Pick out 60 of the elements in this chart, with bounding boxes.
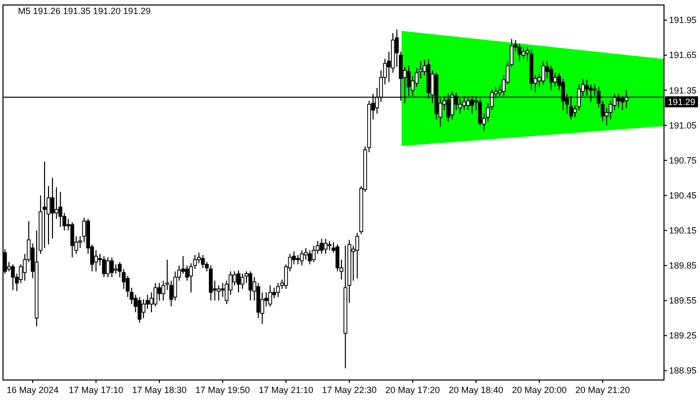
candlestick — [268, 284, 272, 307]
y-tick-label: 190.15 — [669, 225, 697, 236]
x-tick-label: 17 May 22:30 — [322, 385, 377, 395]
candlestick — [110, 256, 114, 278]
x-tick-label: 20 May 20:00 — [512, 385, 567, 395]
candlestick — [157, 282, 162, 302]
candlestick — [142, 298, 146, 319]
candlestick — [312, 245, 316, 263]
candlestick — [150, 292, 154, 313]
x-tick-label: 16 May 2024 — [6, 385, 59, 395]
y-tick-label: 190.45 — [669, 190, 697, 200]
y-tick-label: 191.35 — [669, 85, 697, 96]
candlestick — [518, 43, 522, 62]
x-tick-label: 17 May 17:10 — [68, 385, 124, 395]
candlestick — [161, 280, 166, 302]
candlestick — [208, 265, 213, 302]
candlestick — [355, 232, 360, 279]
candlestick — [328, 240, 332, 251]
candlestick — [102, 256, 106, 278]
candlestick — [549, 65, 554, 91]
candlestick — [324, 238, 328, 254]
y-tick-label: 190.75 — [669, 155, 697, 166]
candlestick — [216, 284, 221, 302]
x-tick-label: 17 May 19:50 — [195, 385, 250, 395]
candlestick — [54, 186, 58, 220]
x-tick-label: 20 May 17:20 — [385, 385, 440, 395]
candlestick — [553, 72, 558, 88]
chart-title: M5 191.26 191.35 191.20 191.29 — [18, 6, 151, 16]
candlestick — [138, 296, 142, 324]
candlestick — [106, 256, 110, 278]
y-tick-label: 191.65 — [669, 50, 697, 60]
x-tick-label: 20 May 21:20 — [575, 385, 630, 395]
candlestick — [114, 264, 118, 274]
candlestick — [240, 273, 244, 290]
candlestick — [320, 238, 324, 254]
candlestick — [308, 250, 312, 265]
y-tick-label: 189.25 — [669, 330, 697, 341]
candlestick — [300, 250, 304, 266]
candlestick — [70, 222, 74, 258]
candlestick — [200, 254, 205, 268]
candlestick — [220, 282, 225, 298]
y-tick-label: 189.85 — [669, 260, 697, 271]
candlestick — [296, 254, 300, 265]
ref-line-label: 191.29 — [668, 96, 696, 107]
candlestick — [276, 282, 280, 298]
candlestick — [50, 177, 54, 240]
candlestick — [248, 270, 252, 302]
x-tick-label: 17 May 21:10 — [258, 385, 314, 395]
y-tick-label: 188.95 — [669, 366, 697, 376]
candlestick — [10, 264, 15, 291]
x-tick-label: 20 May 18:40 — [448, 385, 504, 395]
candlestick — [58, 191, 62, 228]
candlestick — [236, 270, 240, 293]
y-tick-label: 191.95 — [669, 15, 697, 26]
x-tick-label: 17 May 18:30 — [132, 385, 187, 395]
candlestick — [94, 250, 98, 272]
candlestick — [522, 46, 526, 60]
y-tick-label: 191.05 — [669, 120, 697, 130]
candlestick — [541, 60, 546, 85]
y-tick-label: 189.55 — [669, 296, 697, 306]
